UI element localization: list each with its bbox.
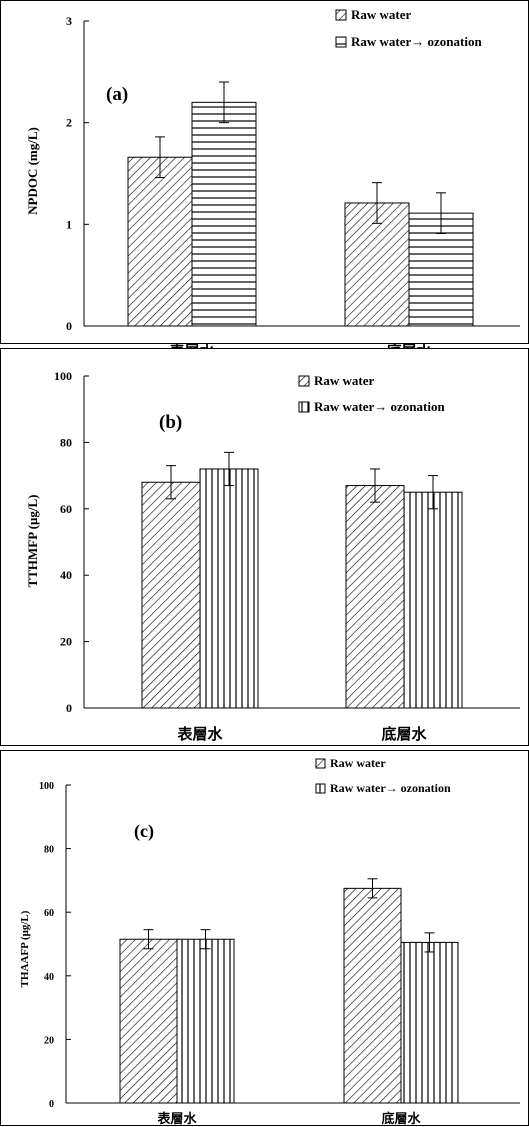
bar: [127, 156, 193, 327]
bar: [403, 491, 463, 709]
y-tick-label: 2: [66, 116, 72, 130]
chart-panel-b: 0 20 40 60 80 100 TTHMFP (μg/L) 表層水 底層水 (b) Raw wa…: [0, 348, 529, 746]
chart-panel-c: 0 20 40 60 80 100 THAAFP (μg/L) 表層水 底層水 (c) Raw wa…: [0, 750, 529, 1127]
legend-label: Raw water: [314, 373, 375, 388]
legend-swatch: [298, 375, 310, 387]
x-category-label: 底層水: [381, 1111, 421, 1127]
legend-label: Raw water→ ozonation: [330, 781, 451, 795]
bar: [199, 468, 259, 709]
bar: [400, 941, 459, 1104]
x-category-label: 表層水: [177, 725, 223, 743]
x-category-label: 表層水: [156, 1111, 197, 1127]
bar: [345, 485, 405, 709]
x-category-label: 底層水: [381, 725, 427, 743]
legend-label: Raw water→ ozonation: [314, 399, 445, 414]
y-tick-label: 0: [66, 701, 72, 715]
bar: [191, 101, 257, 327]
bar: [408, 212, 474, 327]
y-tick-label: 100: [54, 369, 72, 383]
y-tick-label: 3: [66, 14, 72, 28]
y-tick-label: 20: [60, 635, 72, 649]
legend-swatch: [315, 783, 326, 794]
y-axis-label: TTHMFP (μg/L): [25, 495, 40, 588]
y-tick-label: 20: [44, 1035, 54, 1046]
y-tick-label: 40: [44, 972, 54, 983]
legend-label: Raw water: [351, 7, 412, 22]
panel-label: (b): [159, 412, 182, 433]
chart-c-svg: 0 20 40 60 80 100 THAAFP (μg/L) 表層水 底層水 (c) Raw wa…: [19, 756, 520, 1127]
panel-label: (c): [134, 821, 154, 842]
y-axis-label: THAAFP (μg/L): [19, 910, 31, 987]
panel-label: (a): [106, 84, 128, 105]
y-tick-label: 40: [60, 568, 72, 582]
y-axis-label: NPDOC (mg/L): [25, 127, 40, 215]
bar: [343, 887, 402, 1104]
legend-swatch: [335, 36, 347, 48]
bar: [176, 938, 235, 1104]
y-tick-label: 0: [49, 1099, 54, 1110]
y-tick-label: 0: [66, 319, 72, 333]
y-tick-label: 80: [60, 435, 72, 449]
y-tick-label: 60: [44, 908, 54, 919]
legend-label: Raw water: [330, 756, 386, 770]
legend-label: Raw water→ ozonation: [351, 34, 482, 49]
chart-b-svg: 0 20 40 60 80 100 TTHMFP (μg/L) 表層水 底層水 (b) Raw wa…: [25, 369, 520, 743]
y-tick-label: 100: [39, 781, 54, 792]
bar: [119, 938, 178, 1104]
legend-swatch: [315, 758, 326, 769]
y-tick-label: 80: [44, 845, 54, 856]
y-tick-label: 1: [66, 217, 72, 231]
legend-swatch: [335, 9, 347, 21]
legend-swatch: [298, 401, 310, 413]
y-tick-label: 60: [60, 502, 72, 516]
bar: [141, 481, 201, 709]
